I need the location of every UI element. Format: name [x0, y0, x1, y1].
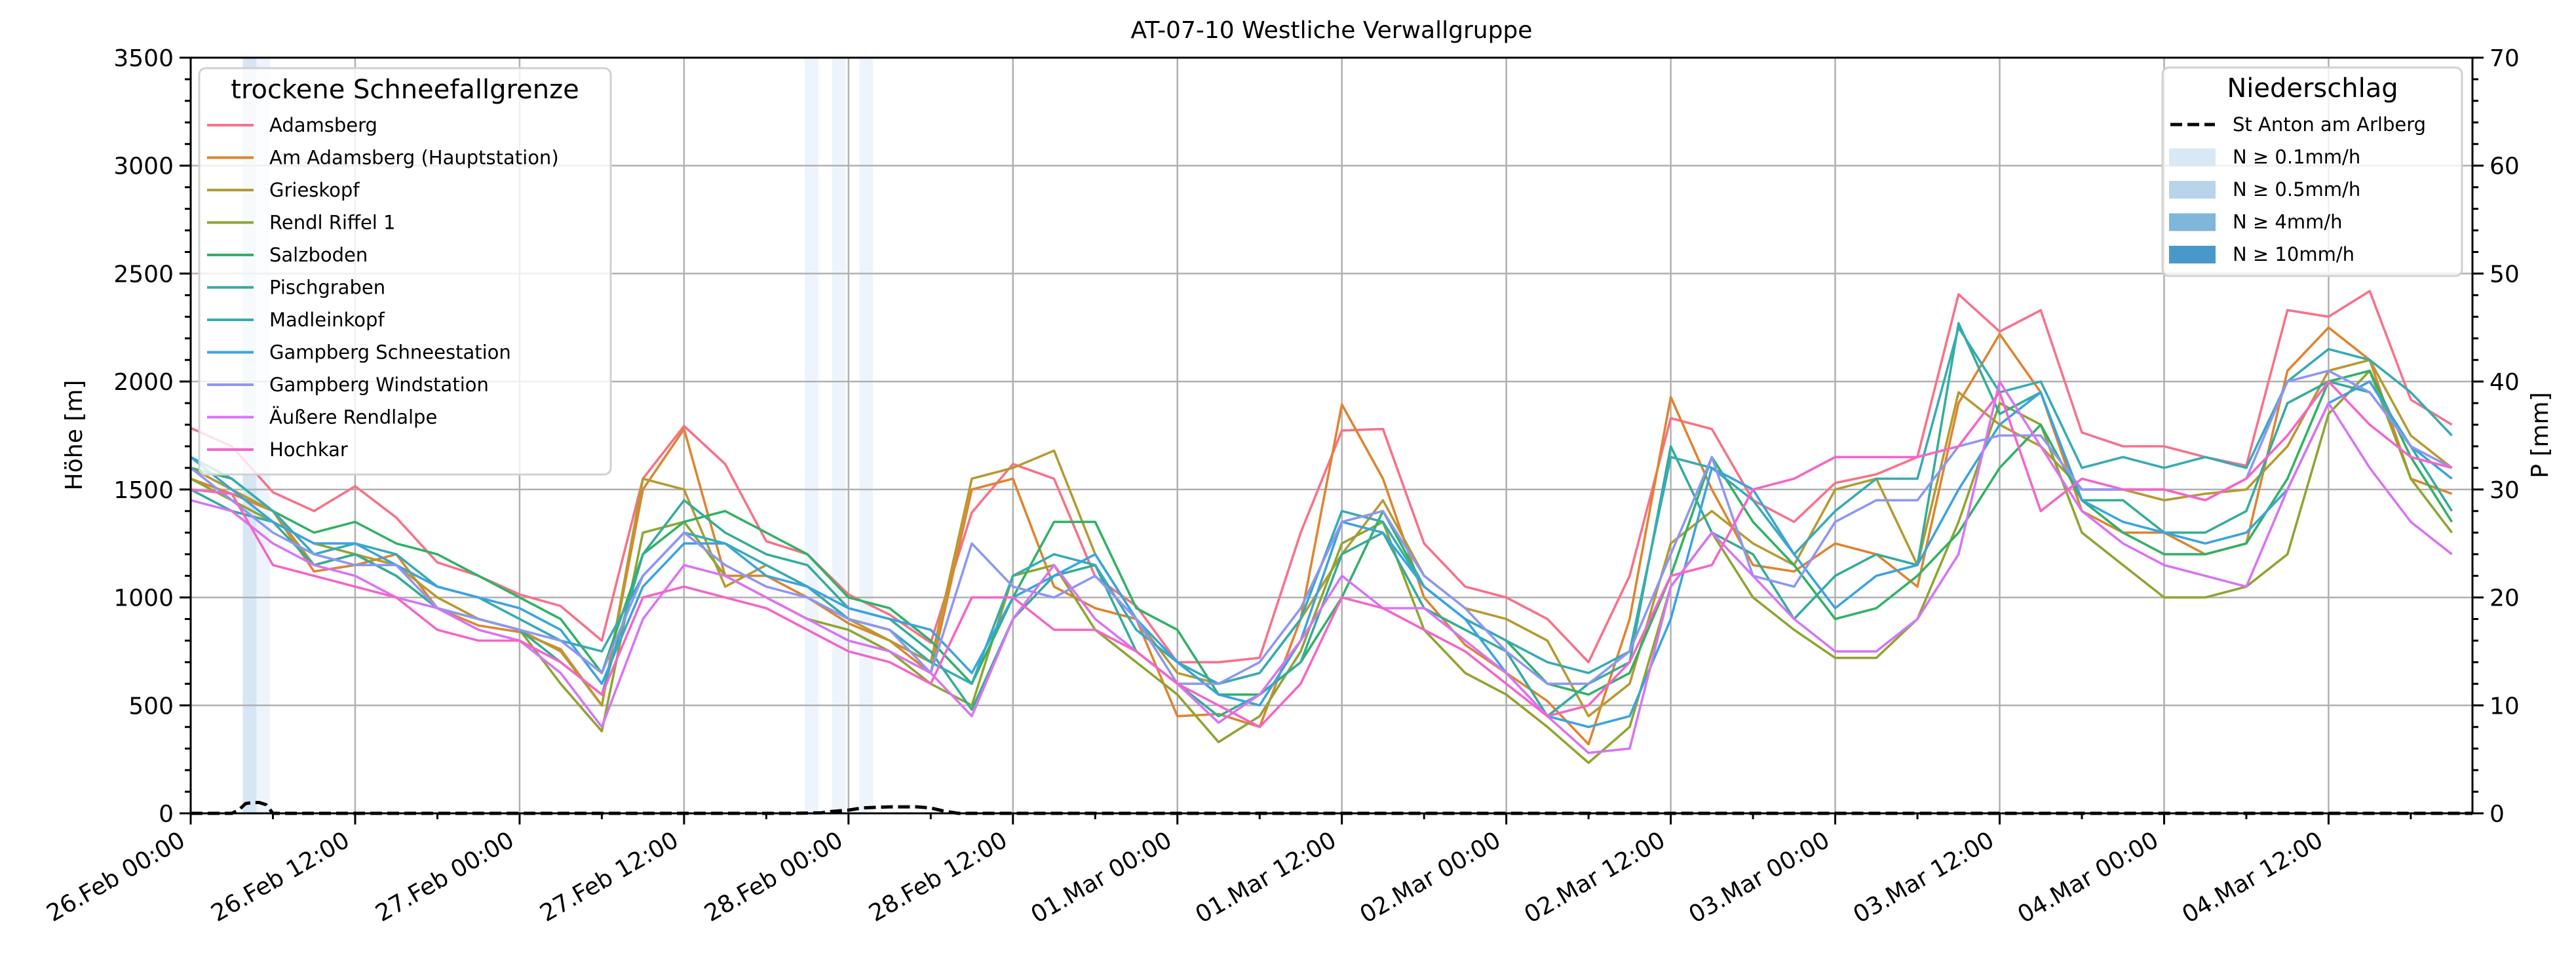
- y-tick-label: 2000: [113, 369, 174, 396]
- y2-tick-label: 70: [2489, 45, 2520, 72]
- y-tick-label: 0: [159, 801, 174, 828]
- y2-tick-label: 0: [2489, 801, 2505, 828]
- legend-title: Niederschlag: [2227, 73, 2398, 104]
- legend-label: Am Adamsberg (Hauptstation): [269, 147, 559, 169]
- legend-label: Pischgraben: [269, 277, 385, 299]
- precip-band: [804, 58, 818, 813]
- legend-swatch-patch: [2169, 181, 2216, 199]
- series-line-hochkar: [190, 380, 2453, 728]
- y-tick-label: 2500: [113, 261, 174, 288]
- precip-band: [832, 58, 846, 813]
- series-line-salzboden: [190, 369, 2453, 696]
- legend-label: N ≥ 0.1mm/h: [2233, 146, 2360, 168]
- y-tick-label: 3500: [113, 45, 174, 72]
- legend-swatch-patch: [2169, 246, 2216, 263]
- legend-label: Rendl Riffel 1: [269, 212, 396, 234]
- legend-label: N ≥ 4mm/h: [2233, 211, 2343, 233]
- y-axis-label: Höhe [m]: [61, 380, 88, 491]
- legend-title: trockene Schneefallgrenze: [231, 75, 579, 105]
- precip-line-st-anton: [191, 801, 2472, 815]
- legend-swatch-patch: [2169, 148, 2216, 166]
- chart-title: AT-07-10 Westliche Verwallgruppe: [1131, 17, 1533, 44]
- legend-label: Madleinkopf: [269, 309, 385, 331]
- legend-frame: [198, 67, 612, 476]
- legend-label: N ≥ 0.5mm/h: [2233, 178, 2360, 201]
- legend-label: Gampberg Windstation: [269, 374, 489, 396]
- y2-tick-label: 30: [2489, 477, 2520, 504]
- legend-label: Grieskopf: [269, 179, 360, 201]
- precip-line: [191, 801, 2472, 815]
- y2-tick-label: 20: [2489, 585, 2520, 612]
- legend-label: N ≥ 10mm/h: [2233, 243, 2355, 265]
- y2-tick-label: 60: [2489, 153, 2520, 180]
- legend-label: Gampberg Schneestation: [269, 341, 511, 364]
- y2-axis-label: P [mm]: [2527, 392, 2554, 478]
- series-line-rendl-riffel-1: [190, 369, 2453, 764]
- legend-label: Äußere Rendlalpe: [269, 406, 437, 429]
- y2-tick-label: 40: [2489, 369, 2520, 396]
- legend-swatch-patch: [2169, 213, 2216, 231]
- legend-label: Adamsberg: [269, 114, 377, 136]
- precip-band: [859, 58, 874, 813]
- y-tick-label: 1500: [113, 477, 174, 504]
- y2-tick-label: 50: [2489, 261, 2520, 288]
- legend-label: St Anton am Arlberg: [2233, 113, 2426, 136]
- series-line-adamsberg: [190, 290, 2453, 664]
- legend-label: Salzboden: [269, 244, 368, 266]
- series-line-gampberg-windstation: [189, 369, 2453, 686]
- y-tick-label: 1000: [113, 585, 174, 612]
- series-line--u-ere-rendlalpe: [190, 380, 2453, 754]
- series-lines: [189, 290, 2453, 764]
- plot-frame: [189, 56, 2474, 815]
- legend-precipitation: Niederschlag St Anton am Arlberg N ≥ 0.1m…: [2161, 66, 2463, 277]
- y-tick-label: 500: [128, 693, 174, 720]
- legend-label: Hochkar: [269, 438, 348, 461]
- y-tick-label: 3000: [113, 153, 174, 180]
- legend-frame: [2161, 66, 2463, 277]
- y2-tick-label: 10: [2489, 693, 2520, 720]
- legend-snowfall-limit: trockene Schneefallgrenze Adamsberg Am Ad…: [198, 67, 612, 476]
